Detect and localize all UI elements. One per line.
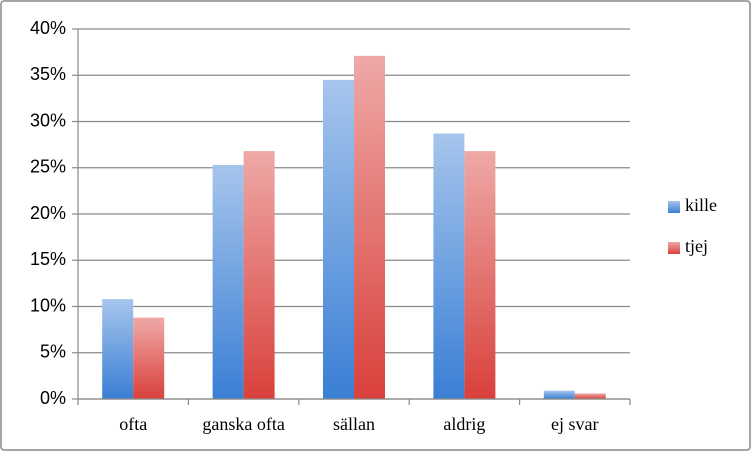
bar <box>354 55 385 399</box>
bar <box>323 79 354 399</box>
legend-label: tjej <box>685 236 708 256</box>
x-tick-label: ofta <box>119 414 147 434</box>
y-tick-label: 20% <box>30 203 66 223</box>
bar <box>243 151 275 399</box>
y-tick-label: 15% <box>30 249 66 269</box>
bar <box>543 390 575 399</box>
x-tick-label: sällan <box>333 414 375 434</box>
bar <box>102 299 134 399</box>
bar <box>464 151 496 399</box>
bar <box>212 164 244 399</box>
x-tick-label: ej svar <box>551 414 598 434</box>
y-tick-label: 25% <box>30 157 66 177</box>
x-tick-label: aldrig <box>443 414 485 434</box>
legend-label: kille <box>685 195 717 215</box>
legend-swatch <box>668 242 680 254</box>
x-tick-label: ganska ofta <box>202 414 284 434</box>
legend-swatch <box>668 201 680 213</box>
bar <box>574 393 606 399</box>
y-tick-label: 5% <box>40 342 66 362</box>
y-tick-label: 0% <box>40 388 66 408</box>
bar <box>133 317 165 399</box>
y-tick-label: 30% <box>30 110 66 130</box>
bar <box>433 133 465 399</box>
y-tick-label: 10% <box>30 295 66 315</box>
y-tick-label: 35% <box>30 64 66 84</box>
y-tick-label: 40% <box>30 18 66 38</box>
